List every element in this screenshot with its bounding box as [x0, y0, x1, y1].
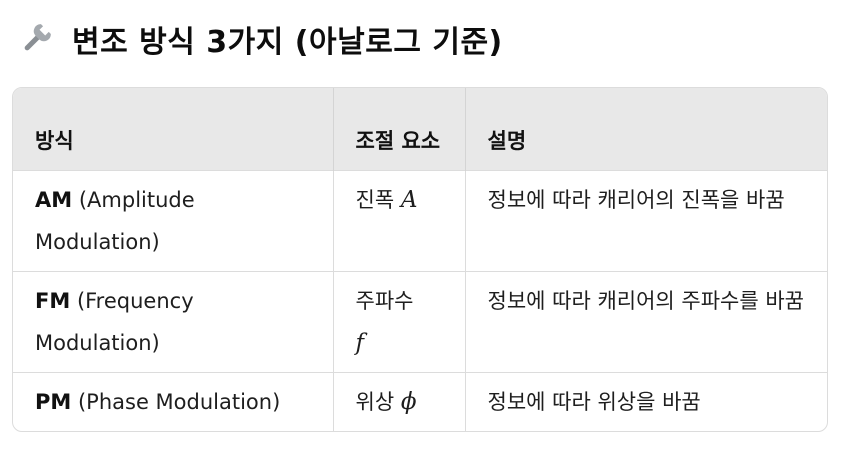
table-row: AM (Amplitude Modulation) 진폭 A 정보에 따라 캐리…	[13, 169, 827, 271]
element-label: 위상	[355, 389, 395, 414]
method-cell: FM (Frequency Modulation)	[13, 270, 334, 372]
header-method: 방식	[13, 88, 334, 170]
description-cell: 정보에 따라 캐리어의 진폭을 바꿈	[465, 169, 827, 271]
description-cell: 정보에 따라 위상을 바꿈	[465, 371, 827, 431]
header-description: 설명	[487, 128, 527, 153]
section-heading: 변조 방식 3가지 (아날로그 기준)	[16, 14, 503, 64]
method-abbr: AM	[35, 187, 73, 212]
element-symbol: f	[355, 329, 365, 356]
element-cell: 위상 ϕ	[333, 371, 466, 431]
element-symbol: A	[400, 186, 418, 213]
method-cell: AM (Amplitude Modulation)	[13, 169, 334, 271]
element-label: 진폭	[355, 187, 395, 212]
table-row: PM (Phase Modulation) 위상 ϕ 정보에 따라 위상을 바꿈	[13, 371, 827, 431]
page-title: 변조 방식 3가지 (아날로그 기준)	[72, 25, 503, 60]
method-full: (Amplitude Modulation)	[35, 187, 195, 254]
method-abbr: PM	[35, 389, 72, 414]
element-cell: 진폭 A	[333, 169, 466, 271]
header-element: 조절 요소	[333, 88, 466, 170]
element-cell: 주파수 f	[333, 270, 466, 372]
method-full: (Frequency Modulation)	[35, 288, 194, 355]
table-row: FM (Frequency Modulation) 주파수 f 정보에 따라 캐리…	[13, 270, 827, 372]
table-header-row: 방식 조절 요소 설명	[13, 88, 827, 170]
wrench-icon	[16, 19, 56, 59]
element-symbol: ϕ	[400, 388, 417, 415]
method-full: (Phase Modulation)	[77, 389, 281, 414]
method-abbr: FM	[35, 288, 71, 313]
method-cell: PM (Phase Modulation)	[13, 371, 334, 431]
description-cell: 정보에 따라 캐리어의 주파수를 바꿈	[465, 270, 827, 372]
modulation-table: 방식 조절 요소 설명 AM (Amplitude Modulation) 진폭…	[12, 87, 828, 432]
element-label: 주파수	[355, 288, 414, 313]
